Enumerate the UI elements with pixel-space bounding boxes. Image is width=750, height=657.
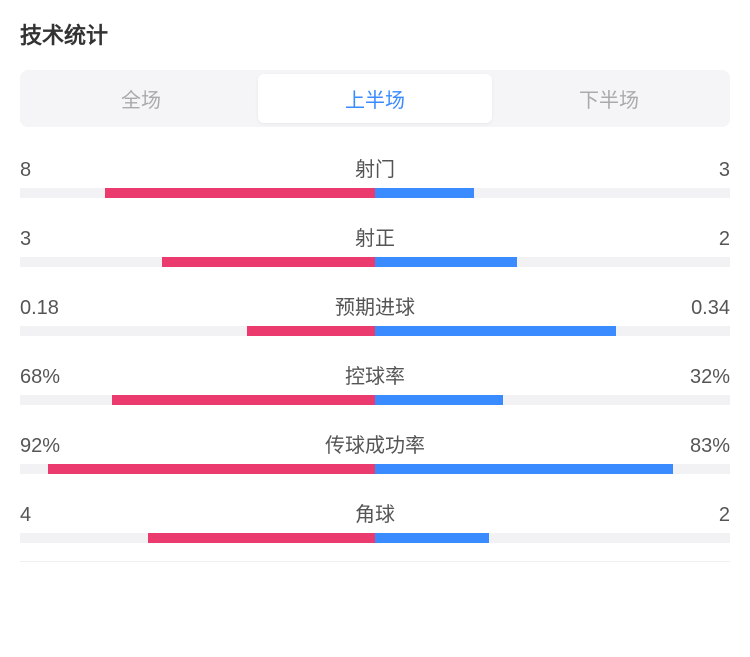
stat-right-value: 83% [670,435,730,458]
stat-row: 8射门3 [20,153,730,198]
bar-right [375,395,503,405]
bar-right [375,257,517,267]
bar-track [20,188,730,198]
tab-0[interactable]: 全场 [24,74,258,123]
stat-row: 92%传球成功率83% [20,429,730,474]
bar-left [112,395,375,405]
bar-track [20,464,730,474]
stat-right-value: 3 [670,159,730,182]
bar-right [375,464,673,474]
stat-label: 控球率 [80,360,670,389]
bar-right [375,533,489,543]
tab-1[interactable]: 上半场 [258,74,492,123]
bar-left [148,533,375,543]
stat-left-value: 92% [20,435,80,458]
stat-right-value: 0.34 [670,297,730,320]
stat-row: 68%控球率32% [20,360,730,405]
stat-label: 预期进球 [80,291,670,320]
bar-right [375,326,616,336]
stat-label: 射门 [80,153,670,182]
stat-right-value: 32% [670,366,730,389]
stat-row: 4角球2 [20,498,730,543]
stat-row: 3射正2 [20,222,730,267]
stat-label: 角球 [80,498,670,527]
stats-list: 8射门33射正20.18预期进球0.3468%控球率32%92%传球成功率83%… [20,153,730,543]
stat-left-value: 4 [20,504,80,527]
bar-left [48,464,375,474]
bar-left [105,188,375,198]
period-tabs: 全场上半场下半场 [20,70,730,127]
bar-track [20,257,730,267]
bottom-divider [20,561,730,562]
bar-track [20,326,730,336]
stat-label: 传球成功率 [80,429,670,458]
page-title: 技术统计 [20,18,730,50]
bar-left [162,257,375,267]
stat-right-value: 2 [670,504,730,527]
bar-track [20,395,730,405]
bar-left [247,326,375,336]
stat-row: 0.18预期进球0.34 [20,291,730,336]
tab-2[interactable]: 下半场 [492,74,726,123]
bar-right [375,188,474,198]
stat-left-value: 68% [20,366,80,389]
stat-label: 射正 [80,222,670,251]
stat-left-value: 0.18 [20,297,80,320]
stat-left-value: 8 [20,159,80,182]
stat-right-value: 2 [670,228,730,251]
bar-track [20,533,730,543]
stat-left-value: 3 [20,228,80,251]
